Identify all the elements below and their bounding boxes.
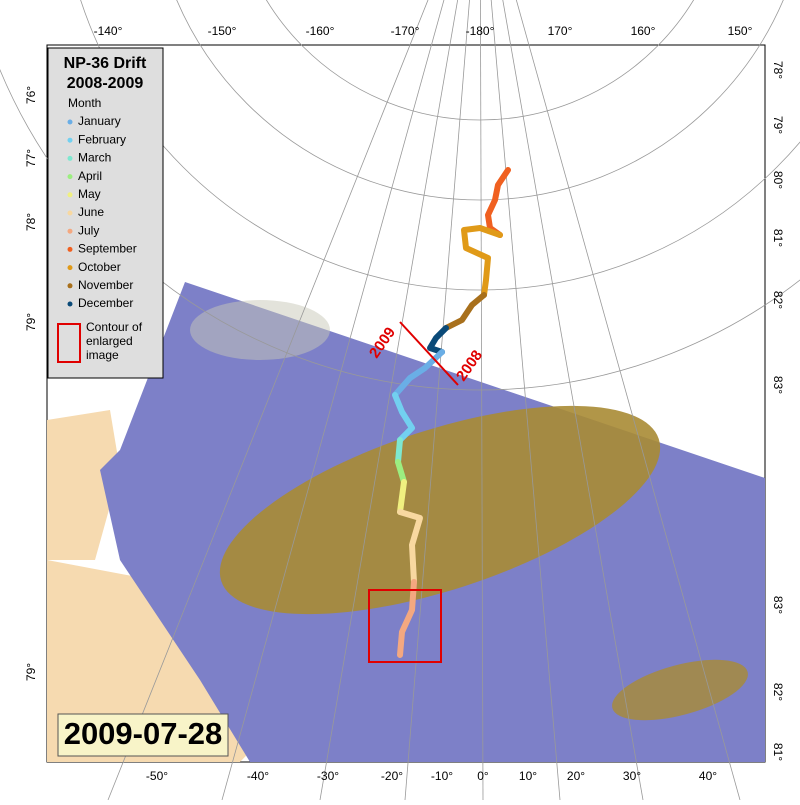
latitude-label: 81° [771, 229, 785, 247]
track-segment [395, 437, 403, 465]
legend-label: October [78, 260, 121, 274]
longitude-label: -180° [466, 24, 495, 38]
track-segment [392, 392, 415, 443]
legend: NP-36 Drift 2008-2009 Month January Febru… [47, 47, 164, 379]
latitude-label: 83° [771, 376, 785, 394]
longitude-label: 20° [567, 769, 585, 783]
legend-swatch [67, 155, 73, 161]
longitude-label: 40° [699, 769, 717, 783]
latitude-label: 83° [771, 596, 785, 614]
latitude-label: 78° [24, 213, 38, 231]
longitude-label: -20° [381, 769, 403, 783]
legend-label: March [78, 151, 111, 165]
latitude-label: 82° [771, 683, 785, 701]
track-segment [427, 325, 449, 355]
legend-swatch [67, 192, 73, 198]
track-segment [443, 292, 487, 331]
date-label: 2009-07-28 [64, 716, 223, 751]
longitude-label: 0° [477, 769, 489, 783]
longitude-label: 30° [623, 769, 641, 783]
date-box [57, 713, 229, 757]
latitude-label: 76° [24, 86, 38, 104]
track-segment [397, 579, 417, 658]
longitude-label: -30° [317, 769, 339, 783]
latitude-label: 78° [771, 61, 785, 79]
legend-label: June [78, 205, 104, 219]
longitude-label: -160° [306, 24, 335, 38]
legend-swatch [67, 246, 73, 252]
legend-swatch [67, 228, 73, 234]
longitude-label: -10° [431, 769, 453, 783]
latitude-label: 79° [24, 313, 38, 331]
legend-label: May [78, 187, 101, 201]
legend-swatch [67, 119, 73, 125]
legend-swatch [67, 174, 73, 180]
latitude-label: 77° [24, 149, 38, 167]
longitude-label: -50° [146, 769, 168, 783]
track-segment [461, 225, 503, 298]
legend-label: April [78, 169, 102, 183]
legend-contour-wrap: Contour of enlarged image [86, 320, 143, 362]
legend-heading: Month [68, 96, 101, 110]
enlarged-contour [368, 589, 442, 663]
legend-label: September [78, 242, 137, 256]
legend-swatch [67, 137, 73, 143]
legend-label: January [78, 114, 121, 128]
drift-track [392, 167, 511, 658]
legend-items: January February March April May June July Sept… [67, 114, 137, 310]
legend-label: November [78, 278, 133, 292]
track-segment [397, 509, 423, 585]
track-segment [392, 349, 445, 398]
legend-label: July [78, 223, 99, 237]
legend-swatch [67, 265, 73, 271]
legend-contour-label: Contour of enlarged image [86, 320, 143, 362]
latitude-label: 79° [771, 116, 785, 134]
longitude-label: -40° [247, 769, 269, 783]
year-boundary [399, 321, 459, 386]
longitude-label: -140° [94, 24, 123, 38]
longitude-label: -150° [208, 24, 237, 38]
legend-swatch [67, 283, 73, 289]
longitude-label: 160° [631, 24, 656, 38]
track-segment [397, 479, 407, 515]
longitude-label: 150° [728, 24, 753, 38]
latitude-label: 79° [24, 663, 38, 681]
legend-swatch [67, 301, 73, 307]
satellite-image [100, 282, 765, 762]
latitude-label: 82° [771, 291, 785, 309]
longitude-label: 10° [519, 769, 537, 783]
legend-contour-swatch [57, 323, 81, 363]
legend-label: December [78, 296, 133, 310]
legend-swatch [67, 210, 73, 216]
longitude-label: -170° [391, 24, 420, 38]
legend-subtitle: 2008-2009 [67, 75, 144, 92]
longitude-label: 170° [548, 24, 573, 38]
legend-title: NP-36 Drift [64, 55, 147, 72]
latitude-label: 81° [771, 743, 785, 761]
legend-label: February [78, 132, 126, 146]
latitude-label: 80° [771, 171, 785, 189]
track-segment [395, 459, 407, 485]
